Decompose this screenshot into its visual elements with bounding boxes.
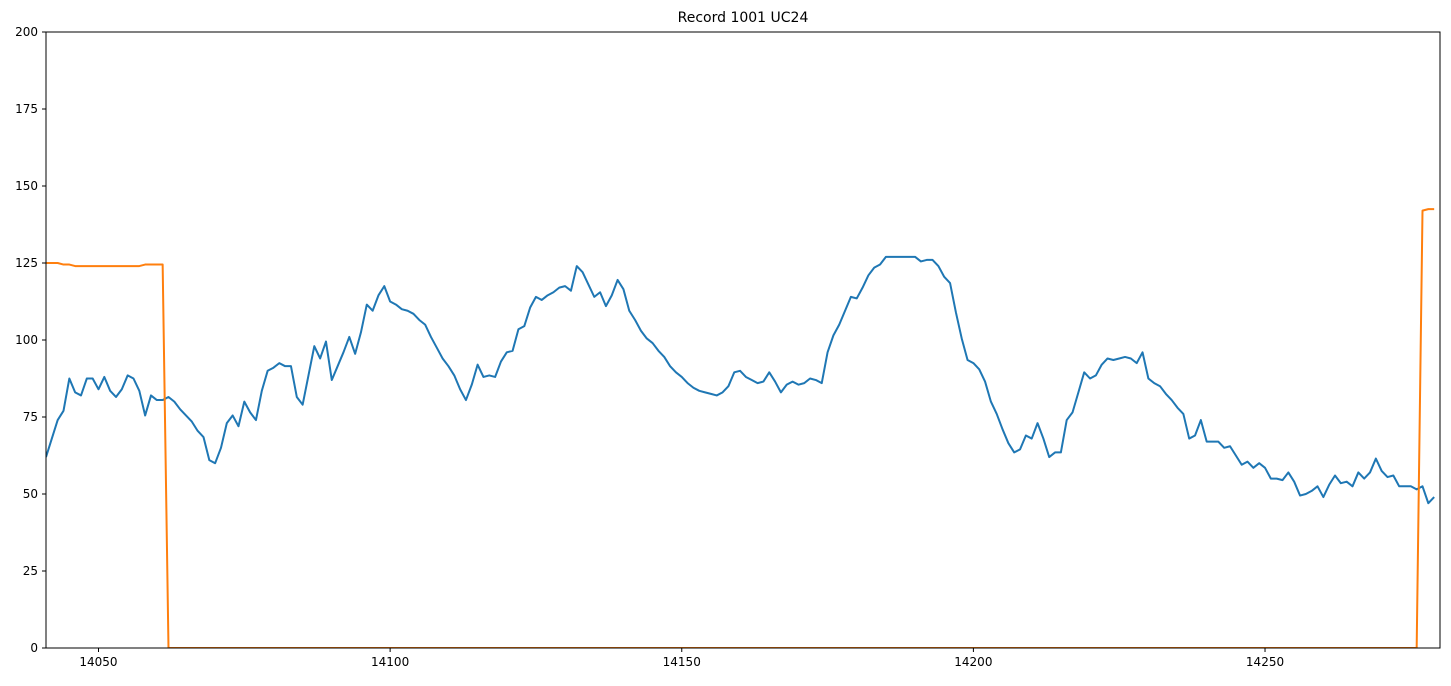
x-tick-label: 14050	[79, 655, 117, 669]
x-tick-label: 14150	[663, 655, 701, 669]
y-tick-label: 200	[15, 25, 38, 39]
y-axis: 0 25 50 75 100 125 150 175 200	[15, 25, 46, 655]
x-tick-label: 14200	[954, 655, 992, 669]
y-tick-label: 50	[23, 487, 38, 501]
y-tick-label: 175	[15, 102, 38, 116]
y-tick-label: 75	[23, 410, 38, 424]
x-axis: 14050 14100 14150 14200 14250	[79, 648, 1284, 669]
y-tick-label: 100	[15, 333, 38, 347]
chart-title: Record 1001 UC24	[678, 10, 809, 26]
x-tick-label: 14250	[1246, 655, 1284, 669]
x-tick-label: 14100	[371, 655, 409, 669]
series-line-2	[46, 208, 1435, 648]
y-tick-label: 125	[15, 256, 38, 270]
series-line-1	[46, 255, 1435, 505]
y-tick-label: 0	[30, 641, 38, 655]
y-tick-label: 150	[15, 179, 38, 193]
y-tick-label: 25	[23, 564, 38, 578]
plot-area-frame	[45, 31, 1441, 649]
